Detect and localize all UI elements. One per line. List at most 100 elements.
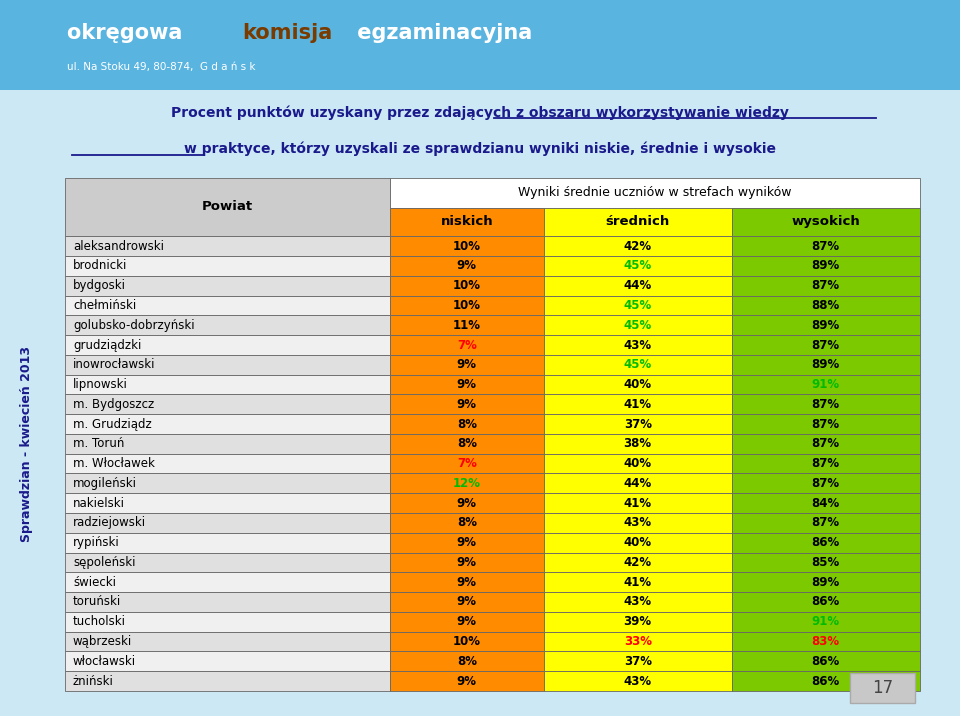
Bar bbox=[732, 414, 920, 434]
Text: rypiński: rypiński bbox=[73, 536, 120, 549]
Text: Procent punktów uzyskany przez zdających z obszaru wykorzystywanie wiedzy: Procent punktów uzyskany przez zdających… bbox=[171, 105, 789, 120]
Bar bbox=[543, 374, 732, 395]
Text: 10%: 10% bbox=[453, 240, 481, 253]
Bar bbox=[390, 395, 543, 414]
Text: 39%: 39% bbox=[624, 615, 652, 628]
Bar bbox=[390, 374, 543, 395]
Bar bbox=[390, 276, 543, 296]
Bar bbox=[732, 315, 920, 335]
Bar bbox=[390, 553, 543, 572]
Bar bbox=[65, 315, 390, 335]
Text: 45%: 45% bbox=[624, 259, 652, 272]
Text: 10%: 10% bbox=[453, 635, 481, 648]
Text: 44%: 44% bbox=[624, 477, 652, 490]
Bar bbox=[390, 473, 543, 493]
Text: żniński: żniński bbox=[73, 674, 114, 687]
Bar bbox=[732, 355, 920, 374]
Bar bbox=[543, 315, 732, 335]
Bar bbox=[390, 208, 543, 236]
Text: 89%: 89% bbox=[811, 358, 840, 372]
Bar bbox=[65, 493, 390, 513]
Bar bbox=[732, 671, 920, 691]
Text: 87%: 87% bbox=[811, 339, 840, 352]
Text: inowrocławski: inowrocławski bbox=[73, 358, 156, 372]
Bar bbox=[543, 671, 732, 691]
Text: świecki: świecki bbox=[73, 576, 116, 589]
Bar bbox=[65, 533, 390, 553]
Text: 91%: 91% bbox=[811, 615, 840, 628]
Text: m. Toruń: m. Toruń bbox=[73, 437, 125, 450]
Text: bydgoski: bydgoski bbox=[73, 279, 126, 292]
Text: 42%: 42% bbox=[624, 240, 652, 253]
Text: 9%: 9% bbox=[457, 358, 477, 372]
Bar bbox=[732, 454, 920, 473]
Bar bbox=[65, 454, 390, 473]
Text: tucholski: tucholski bbox=[73, 615, 126, 628]
Bar bbox=[732, 276, 920, 296]
Bar bbox=[65, 374, 390, 395]
Bar bbox=[65, 414, 390, 434]
Text: 45%: 45% bbox=[624, 299, 652, 312]
Text: 33%: 33% bbox=[624, 635, 652, 648]
Bar bbox=[543, 414, 732, 434]
Bar bbox=[390, 335, 543, 355]
Text: 38%: 38% bbox=[624, 437, 652, 450]
Text: 89%: 89% bbox=[811, 259, 840, 272]
Bar bbox=[65, 335, 390, 355]
Bar bbox=[543, 513, 732, 533]
Bar bbox=[65, 572, 390, 592]
Text: 85%: 85% bbox=[811, 556, 840, 569]
Text: wysokich: wysokich bbox=[791, 216, 860, 228]
Bar bbox=[543, 236, 732, 256]
Bar bbox=[543, 335, 732, 355]
Text: 41%: 41% bbox=[624, 497, 652, 510]
Text: 40%: 40% bbox=[624, 536, 652, 549]
Text: 9%: 9% bbox=[457, 398, 477, 411]
Bar bbox=[65, 178, 390, 236]
Text: 45%: 45% bbox=[624, 358, 652, 372]
Bar bbox=[543, 592, 732, 612]
Bar bbox=[543, 395, 732, 414]
Text: 8%: 8% bbox=[457, 417, 477, 430]
Text: ul. Na Stoku 49, 80-874,  G d a ń s k: ul. Na Stoku 49, 80-874, G d a ń s k bbox=[67, 62, 255, 72]
Bar bbox=[543, 208, 732, 236]
Text: Sprawdzian - kwiecień 2013: Sprawdzian - kwiecień 2013 bbox=[20, 346, 34, 542]
Bar bbox=[543, 553, 732, 572]
Text: w praktyce, którzy uzyskali ze sprawdzianu wyniki niskie, średnie i wysokie: w praktyce, którzy uzyskali ze sprawdzia… bbox=[184, 142, 776, 156]
Text: 87%: 87% bbox=[811, 417, 840, 430]
Text: 89%: 89% bbox=[811, 319, 840, 332]
Text: 87%: 87% bbox=[811, 240, 840, 253]
Text: 8%: 8% bbox=[457, 437, 477, 450]
Bar bbox=[732, 553, 920, 572]
Bar bbox=[390, 671, 543, 691]
Bar bbox=[732, 612, 920, 632]
Text: 86%: 86% bbox=[811, 674, 840, 687]
Text: sępoleński: sępoleński bbox=[73, 556, 135, 569]
Text: 12%: 12% bbox=[453, 477, 481, 490]
Text: 10%: 10% bbox=[453, 279, 481, 292]
Bar bbox=[543, 434, 732, 454]
Bar bbox=[390, 493, 543, 513]
Text: 89%: 89% bbox=[811, 576, 840, 589]
Text: 8%: 8% bbox=[457, 516, 477, 529]
Text: 43%: 43% bbox=[624, 674, 652, 687]
Bar bbox=[65, 395, 390, 414]
Text: chełmiński: chełmiński bbox=[73, 299, 136, 312]
Bar bbox=[732, 374, 920, 395]
Text: 40%: 40% bbox=[624, 457, 652, 470]
Text: 17: 17 bbox=[872, 679, 893, 697]
Text: 87%: 87% bbox=[811, 398, 840, 411]
Bar bbox=[390, 592, 543, 612]
Bar bbox=[543, 473, 732, 493]
Bar bbox=[390, 355, 543, 374]
Text: m. Grudziądz: m. Grudziądz bbox=[73, 417, 152, 430]
Text: 87%: 87% bbox=[811, 516, 840, 529]
Bar bbox=[65, 513, 390, 533]
Text: egzaminacyjna: egzaminacyjna bbox=[350, 23, 533, 43]
Bar bbox=[732, 493, 920, 513]
Bar bbox=[543, 493, 732, 513]
Text: m. Bydgoszcz: m. Bydgoszcz bbox=[73, 398, 155, 411]
Bar bbox=[732, 473, 920, 493]
Text: 7%: 7% bbox=[457, 457, 477, 470]
Text: toruński: toruński bbox=[73, 596, 121, 609]
